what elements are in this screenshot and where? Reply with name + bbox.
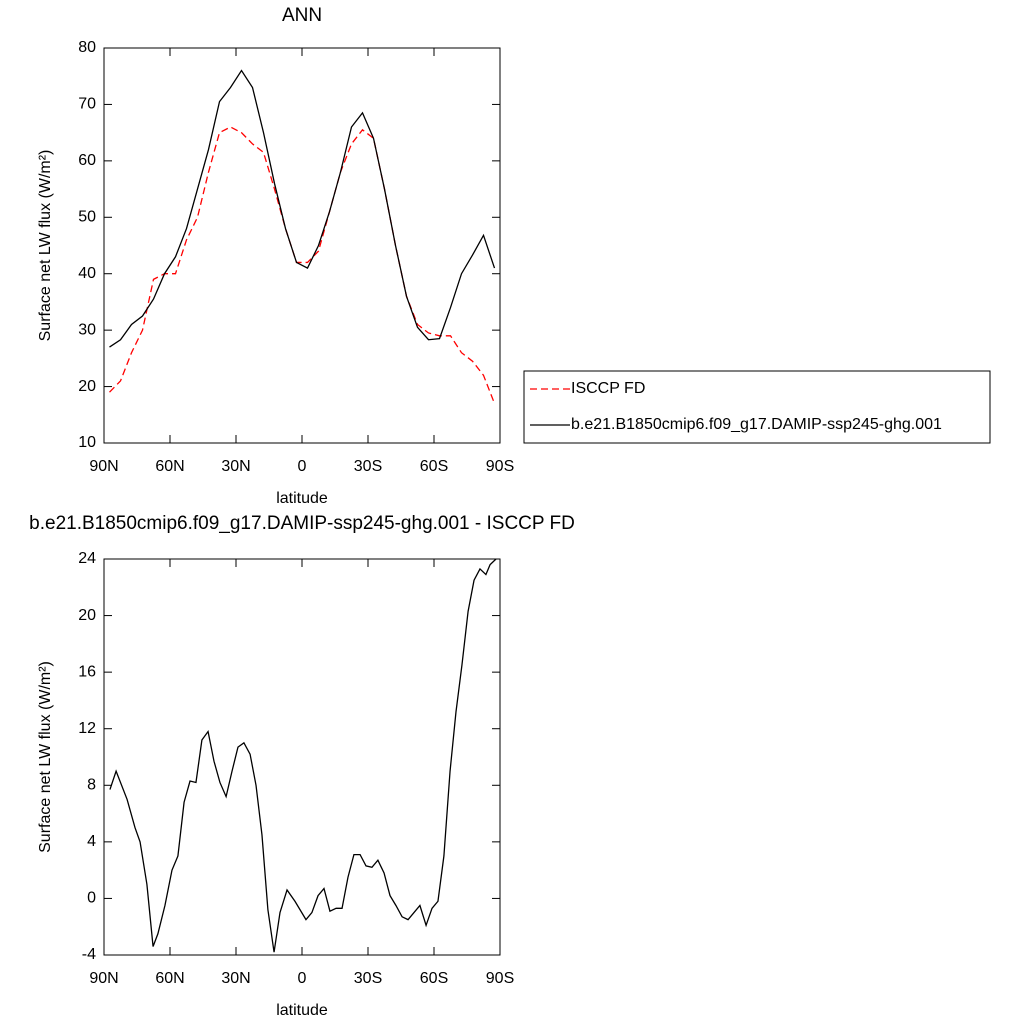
x-axis-label: latitude (276, 490, 328, 507)
x-tick-label: 90S (486, 458, 514, 475)
legend-box (523, 370, 991, 444)
y-tick-label: 8 (87, 777, 96, 794)
y-tick-label: 50 (78, 209, 96, 226)
data-line (109, 69, 496, 348)
x-tick-label: 60S (420, 458, 448, 475)
y-tick-label: 12 (78, 720, 96, 737)
x-tick-label: 30N (221, 458, 250, 475)
x-tick-label: 30N (221, 970, 250, 987)
y-tick-label: 24 (78, 550, 96, 567)
y-tick-label: 4 (87, 833, 96, 850)
y-tick-label: 60 (78, 152, 96, 169)
x-tick-label: 0 (298, 970, 307, 987)
y-tick-label: 20 (78, 378, 96, 395)
x-tick-label: 90N (89, 970, 118, 987)
y-tick-label: -4 (82, 946, 96, 963)
chart-title: b.e21.B1850cmip6.f09_g17.DAMIP-ssp245-gh… (29, 513, 575, 534)
x-axis-label: latitude (276, 1002, 328, 1019)
x-tick-label: 90N (89, 458, 118, 475)
x-tick-label: 60S (420, 970, 448, 987)
y-tick-label: 30 (78, 321, 96, 338)
data-line (109, 558, 497, 953)
legend-label: b.e21.B1850cmip6.f09_g17.DAMIP-ssp245-gh… (571, 416, 942, 433)
chart-title: ANN (282, 5, 322, 26)
x-tick-label: 0 (298, 458, 307, 475)
y-tick-label: 70 (78, 96, 96, 113)
x-tick-label: 90S (486, 970, 514, 987)
y-tick-label: 80 (78, 39, 96, 56)
x-tick-label: 60N (155, 458, 184, 475)
y-tick-label: 20 (78, 607, 96, 624)
x-tick-label: 60N (155, 970, 184, 987)
legend-label: ISCCP FD (571, 380, 645, 397)
y-tick-label: 40 (78, 265, 96, 282)
y-axis-label: Surface net LW flux (W/m²) (37, 661, 54, 853)
plot-frame (103, 558, 501, 956)
x-tick-label: 30S (354, 458, 382, 475)
x-tick-label: 30S (354, 970, 382, 987)
data-line (109, 126, 496, 404)
plot-frame (103, 47, 501, 444)
y-tick-label: 10 (78, 434, 96, 451)
y-axis-label: Surface net LW flux (W/m²) (37, 150, 54, 342)
y-tick-label: 0 (87, 890, 96, 907)
y-tick-label: 16 (78, 663, 96, 680)
